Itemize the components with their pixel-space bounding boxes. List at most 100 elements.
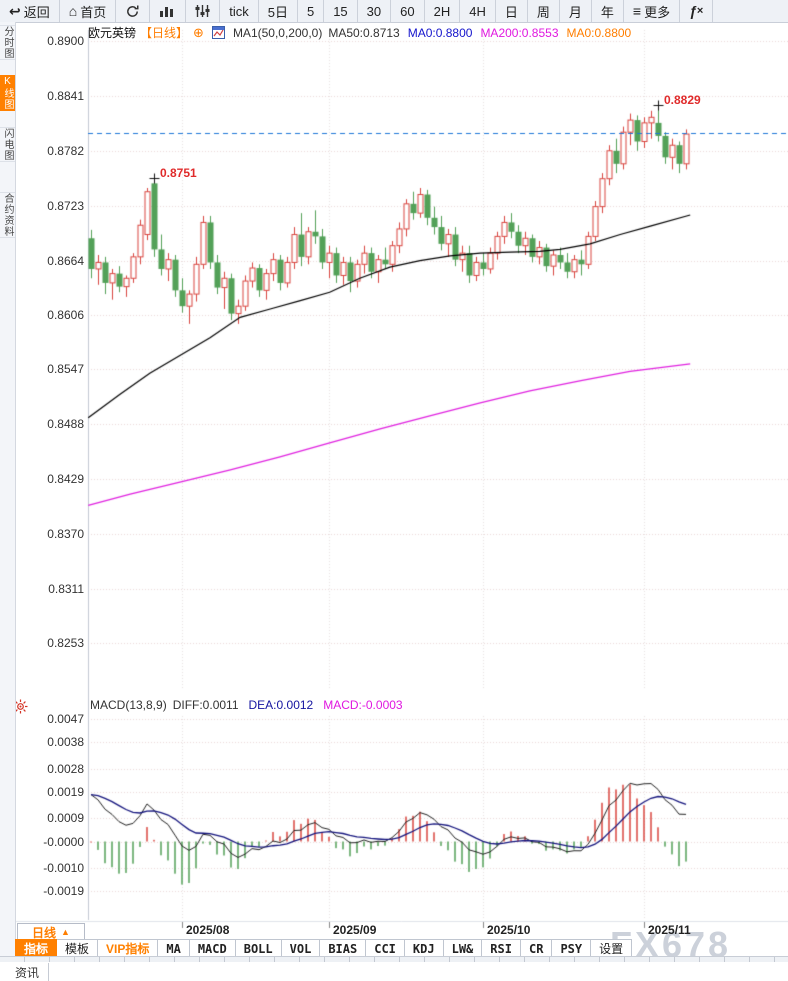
ma0-orange-value: MA0:0.8800 bbox=[566, 25, 632, 40]
toolbar-button-2H[interactable]: 2H bbox=[425, 0, 461, 22]
toolbar-button-30[interactable]: 30 bbox=[358, 0, 392, 22]
ma-chart-icon[interactable] bbox=[211, 26, 225, 39]
ma-settings-label: MA1(50,0,200,0) bbox=[232, 25, 323, 40]
toolbar-button-更多[interactable]: ≡ 更多 bbox=[624, 0, 681, 22]
toolbar-button-equalizer-icon[interactable] bbox=[186, 0, 221, 22]
tab-VIP指标[interactable]: VIP指标 bbox=[98, 939, 159, 957]
toolbar-button-5日[interactable]: 5日 bbox=[259, 0, 298, 22]
toolbar-button-label: 首页 bbox=[80, 4, 107, 20]
macd-y-label: 0.0019 bbox=[47, 784, 84, 799]
chart-type-sidebar: 分时图 K线图闪电图合约资料 bbox=[0, 22, 16, 958]
top-toolbar: ↩ 返回 ⌂ 首页 tick 5日 5 15 30 60 2H 4H 日周月年 ≡ 更多 ƒ × bbox=[0, 0, 788, 23]
toolbar-button-label: 2H bbox=[433, 3, 451, 19]
toolbar-button-60[interactable]: 60 bbox=[391, 0, 425, 22]
toolbar-button-tick[interactable]: tick bbox=[220, 0, 259, 22]
toolbar-button-fx-icon[interactable]: ƒ × bbox=[680, 0, 714, 22]
main-y-label: 0.8547 bbox=[47, 362, 84, 377]
macd-dea-value: DEA:0.0012 bbox=[248, 698, 314, 712]
toolbar-button-label: 返回 bbox=[23, 4, 50, 20]
ma200-value: MA200:0.8553 bbox=[480, 25, 559, 40]
tab-VOL[interactable]: VOL bbox=[281, 939, 321, 957]
macd-y-label: 0.0038 bbox=[47, 735, 84, 750]
macd-y-label: 0.0047 bbox=[47, 712, 84, 726]
toolbar-button-label: 日 bbox=[504, 4, 518, 20]
macd-y-label: 0.0009 bbox=[47, 811, 84, 826]
main-y-label: 0.8841 bbox=[47, 88, 84, 103]
home-icon: ⌂ bbox=[68, 3, 78, 19]
tab-指标[interactable]: 指标 bbox=[15, 939, 58, 957]
tab-LW&[interactable]: LW& bbox=[443, 939, 483, 957]
chevron-up-icon: ▲ bbox=[61, 927, 70, 937]
tab-BOLL[interactable]: BOLL bbox=[235, 939, 282, 957]
back-icon: ↩ bbox=[9, 3, 21, 19]
macd-diff-value: DIFF:0.0011 bbox=[172, 698, 239, 712]
toolbar-button-首页[interactable]: ⌂ 首页 bbox=[60, 0, 117, 22]
news-bar: 资讯 bbox=[0, 962, 788, 981]
tab-MA[interactable]: MA bbox=[158, 939, 190, 957]
main-y-label: 0.8370 bbox=[47, 527, 84, 542]
main-y-label: 0.8782 bbox=[47, 143, 84, 158]
macd-header: MACD(13,8,9) DIFF:0.0011 DEA:0.0012 MACD… bbox=[90, 698, 403, 712]
x-axis-month-label: 2025/11 bbox=[648, 923, 691, 937]
toolbar-button-label: 30 bbox=[366, 3, 382, 19]
equalizer-icon bbox=[195, 4, 210, 18]
refresh-icon bbox=[125, 4, 140, 19]
toolbar-button-周[interactable]: 周 bbox=[528, 0, 560, 22]
macd-y-label: -0.0019 bbox=[43, 884, 84, 899]
tab-CR[interactable]: CR bbox=[520, 939, 553, 957]
add-indicator-icon[interactable]: ⊕ bbox=[193, 24, 204, 40]
ma50-value: MA50:0.8713 bbox=[328, 25, 400, 40]
macd-y-label: -0.0000 bbox=[43, 834, 84, 849]
toolbar-button-label: 5 bbox=[306, 3, 315, 19]
toolbar-button-5[interactable]: 5 bbox=[298, 0, 325, 22]
toolbar-button-label: 4H bbox=[469, 3, 486, 19]
toolbar-button-日[interactable]: 日 bbox=[496, 0, 528, 22]
toolbar-button-label: tick bbox=[229, 3, 249, 19]
sidebar-item-2[interactable]: 闪电图 bbox=[0, 127, 15, 162]
toolbar-button-bar-chart-icon[interactable] bbox=[150, 0, 187, 22]
period-dropdown-label: 日线 bbox=[32, 925, 57, 940]
bar-chart-icon bbox=[159, 4, 176, 18]
macd-y-label: -0.0010 bbox=[43, 860, 84, 875]
tab-BIAS[interactable]: BIAS bbox=[320, 939, 367, 957]
macd-y-label: 0.0028 bbox=[47, 761, 84, 776]
tab-设置[interactable]: 设置 bbox=[591, 939, 633, 957]
main-y-label: 0.8488 bbox=[47, 417, 84, 432]
toolbar-button-label: 年 bbox=[600, 4, 614, 20]
tab-CCI[interactable]: CCI bbox=[366, 939, 405, 957]
toolbar-button-label: 更多 bbox=[644, 4, 671, 20]
tab-MACD[interactable]: MACD bbox=[189, 939, 236, 957]
price-annotation: 0.8751 bbox=[160, 165, 197, 180]
toolbar-button-返回[interactable]: ↩ 返回 bbox=[0, 0, 60, 22]
toolbar-button-refresh-icon[interactable] bbox=[116, 0, 151, 22]
main-y-label: 0.8900 bbox=[47, 34, 84, 48]
toolbar-button-label: 周 bbox=[536, 4, 550, 20]
sidebar-item-1[interactable]: K线图 bbox=[0, 75, 15, 111]
main-y-label: 0.8606 bbox=[47, 307, 84, 322]
menu-icon: ≡ bbox=[632, 3, 642, 19]
main-y-label: 0.8429 bbox=[47, 472, 84, 487]
tab-news[interactable]: 资讯 bbox=[6, 963, 50, 981]
toolbar-button-label: 60 bbox=[400, 3, 415, 19]
fx-icon: ƒ × bbox=[689, 3, 704, 19]
period-dropdown-button[interactable]: 日线 ▲ bbox=[17, 923, 85, 941]
toolbar-button-label: 15 bbox=[333, 3, 348, 19]
tab-PSY[interactable]: PSY bbox=[552, 939, 592, 957]
x-axis-month-label: 2025/09 bbox=[333, 923, 377, 937]
main-y-label: 0.8664 bbox=[47, 253, 84, 268]
tab-模板[interactable]: 模板 bbox=[57, 939, 99, 957]
tab-RSI[interactable]: RSI bbox=[482, 939, 521, 957]
indicator-tabs-bar: 指标 模板 VIP指标 MA MACD BOLL VOL BIAS CCI KDJ LW& RSI CR… bbox=[15, 939, 788, 958]
tab-KDJ[interactable]: KDJ bbox=[404, 939, 444, 957]
x-axis-month-label: 2025/08 bbox=[186, 923, 230, 937]
symbol-name: 欧元英镑 bbox=[88, 26, 137, 40]
toolbar-button-月[interactable]: 月 bbox=[560, 0, 592, 22]
toolbar-button-15[interactable]: 15 bbox=[324, 0, 358, 22]
sidebar-item-3[interactable]: 合约资料 bbox=[0, 192, 15, 238]
toolbar-button-4H[interactable]: 4H bbox=[460, 0, 496, 22]
sidebar-item-0[interactable]: 分时图 bbox=[0, 25, 15, 60]
toolbar-button-年[interactable]: 年 bbox=[592, 0, 624, 22]
toolbar-button-label: 月 bbox=[568, 4, 582, 20]
